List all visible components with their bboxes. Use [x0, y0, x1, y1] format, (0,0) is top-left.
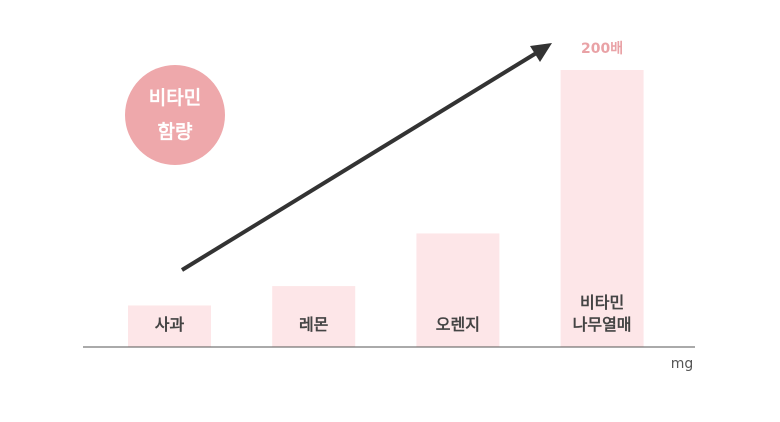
badge-circle	[125, 65, 225, 165]
category-label: 오렌지	[435, 315, 480, 334]
category-label: 사과	[154, 315, 185, 334]
arrow-head	[530, 43, 552, 62]
bar	[128, 305, 211, 347]
value-label: 200배	[581, 41, 624, 57]
badge-text: 비타민 함량	[148, 87, 202, 143]
unit-label: mg	[670, 356, 694, 372]
bar	[416, 233, 500, 347]
bar	[272, 286, 356, 347]
trend-arrow	[180, 50, 540, 272]
category-label: 레몬	[298, 315, 329, 334]
category-label: 비타민 나무열매	[572, 293, 632, 334]
bar	[560, 70, 644, 347]
